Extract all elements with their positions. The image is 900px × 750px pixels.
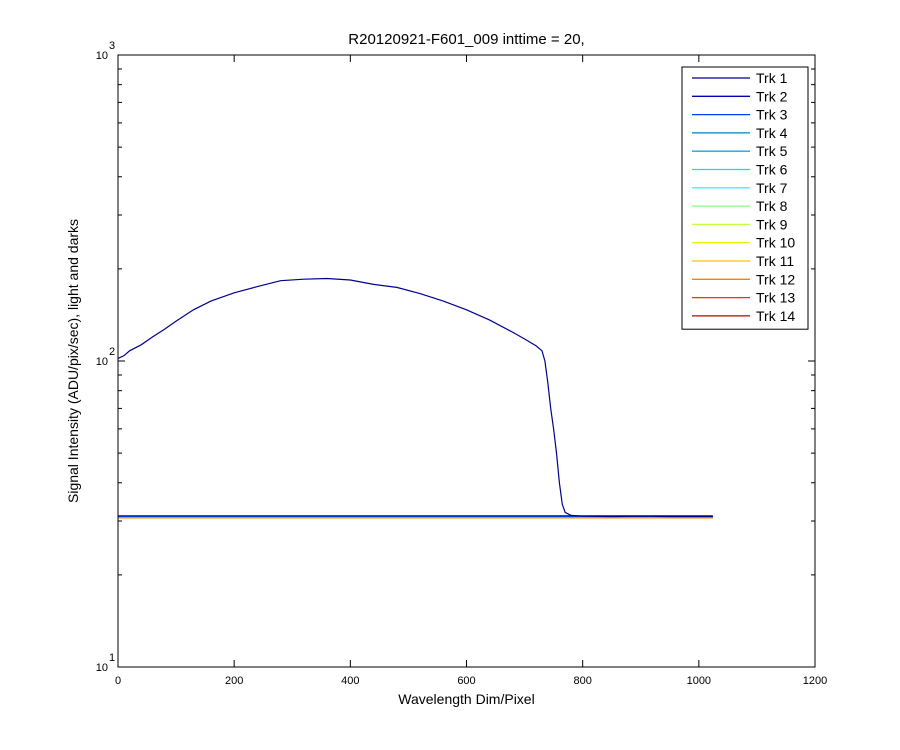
legend-label-trk-14: Trk 14 <box>756 308 795 324</box>
series-layer <box>117 277 713 519</box>
legend-label-trk-9: Trk 9 <box>756 216 788 232</box>
x-tick-label: 1200 <box>803 675 827 687</box>
y-axis-label: Signal Intensity (ADU/pix/sec), light an… <box>65 219 81 503</box>
legend-label-trk-4: Trk 4 <box>756 125 788 141</box>
x-axis-label: Wavelength Dim/Pixel <box>398 691 534 707</box>
tick-layer <box>117 54 816 668</box>
legend-label-trk-10: Trk 10 <box>756 235 795 251</box>
legend-label-trk-5: Trk 5 <box>756 143 788 159</box>
y-tick-label-exponent: 1 <box>109 652 115 664</box>
x-tick-label: 600 <box>457 675 475 687</box>
y-tick-label-exponent: 2 <box>109 346 115 358</box>
legend-label-trk-6: Trk 6 <box>756 162 788 178</box>
legend-label-trk-11: Trk 11 <box>756 253 794 269</box>
legend-label-trk-1: Trk 1 <box>756 70 788 86</box>
legend-items: Trk 1 Trk 2 Trk 3 Trk 4 Trk 5 Trk 6 Trk 7 Trk 8… <box>692 70 795 324</box>
x-tick-label: 800 <box>573 675 591 687</box>
x-tick-label: 400 <box>341 675 359 687</box>
legend-label-trk-13: Trk 13 <box>756 290 795 306</box>
x-tick-label: 200 <box>225 675 243 687</box>
legend-label-trk-12: Trk 12 <box>756 271 795 287</box>
legend-label-trk-3: Trk 3 <box>756 107 788 123</box>
legend-label-trk-8: Trk 8 <box>756 198 788 214</box>
chart-title: R20120921-F601_009 inttime = 20, <box>348 31 584 48</box>
x-tick-label: 1000 <box>687 675 711 687</box>
legend-label-trk-7: Trk 7 <box>756 180 788 196</box>
x-tick-label: 0 <box>115 675 121 687</box>
legend-label-trk-2: Trk 2 <box>756 88 788 104</box>
y-tick-label-base: 10 <box>96 662 108 674</box>
y-tick-label-base: 10 <box>96 356 108 368</box>
series-line-trk-1 <box>117 277 713 518</box>
legend: Trk 1 Trk 2 Trk 3 Trk 4 Trk 5 Trk 6 Trk 7 Trk 8… <box>681 66 809 330</box>
y-tick-label-exponent: 3 <box>109 40 115 52</box>
legend-box <box>681 66 809 330</box>
y-tick-label-base: 10 <box>96 50 108 62</box>
